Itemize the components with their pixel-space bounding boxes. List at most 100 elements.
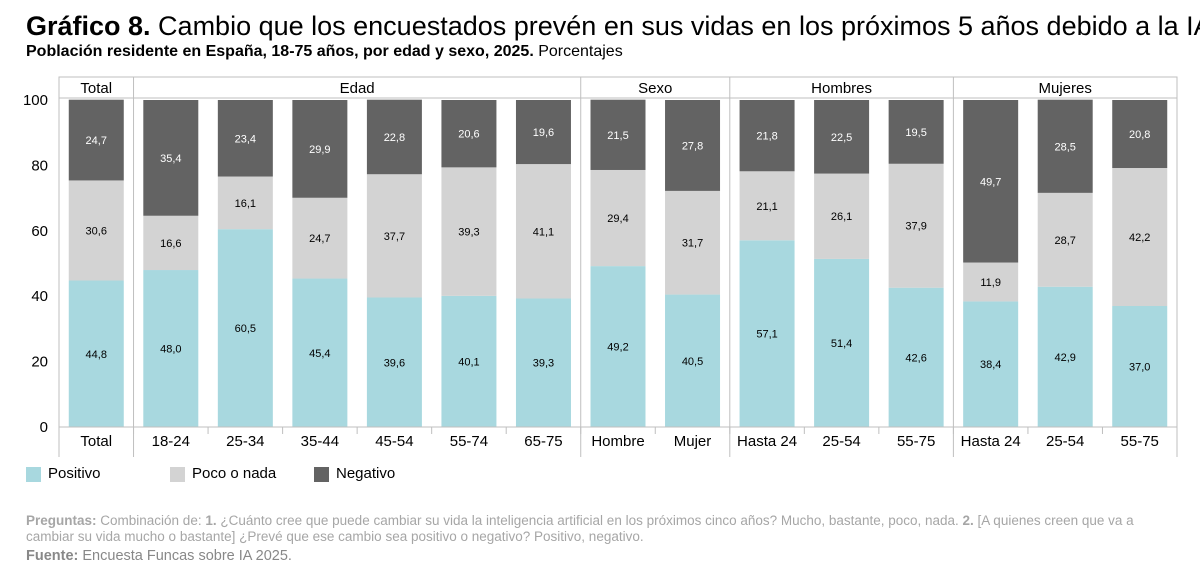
category-label-11: 55-75 [897,433,935,450]
category-label-2: 25-34 [226,433,264,450]
source-text: Encuesta Funcas sobre IA 2025. [78,548,292,564]
bar-poco-o-nada-9 [739,171,795,241]
bar-negativo-9 [739,100,795,172]
questions-text: Combinación de: [96,513,206,528]
title-prefix: Gráfico 8. [26,11,151,41]
group-label-hombres: Hombres [811,80,872,97]
category-label-3: 35-44 [301,433,339,450]
bar-negativo-0 [68,99,124,181]
subtitle-regular: Porcentajes [533,43,623,60]
data-label-poco-o-nada-1: 16,6 [160,238,181,250]
bar-poco-o-nada-10 [814,173,870,259]
legend-item-positivo: Positivo [26,464,101,484]
bar-positivo-2 [217,229,273,427]
bar-poco-o-nada-0 [68,180,124,281]
bar-negativo-4 [366,99,422,175]
legend-label-poco-o-nada: Poco o nada [192,465,277,482]
group-label-edad: Edad [340,80,375,97]
data-label-poco-o-nada-11: 37,9 [905,221,926,233]
data-label-poco-o-nada-9: 21,1 [756,201,777,213]
bar-negativo-13 [1037,99,1093,193]
data-label-negativo-3: 29,9 [309,144,330,156]
data-label-poco-o-nada-12: 11,9 [980,277,1001,289]
question-2-number: 2. [962,513,974,528]
data-label-positivo-0: 44,8 [86,349,107,361]
bar-poco-o-nada-4 [366,174,422,298]
data-label-positivo-4: 39,6 [384,357,405,369]
data-label-negativo-13: 28,5 [1054,141,1075,153]
question-1-number: 1. [205,513,217,528]
data-label-negativo-10: 22,5 [831,132,852,144]
bar-positivo-3 [292,278,348,427]
category-label-13: 25-54 [1046,433,1084,450]
bar-negativo-10 [814,100,870,174]
bar-positivo-6 [515,298,571,427]
category-label-5: 55-74 [450,433,488,450]
bar-negativo-8 [665,100,721,191]
legend-swatch-negativo [314,466,329,482]
data-label-negativo-6: 19,6 [533,127,554,139]
data-label-poco-o-nada-5: 39,3 [458,227,479,239]
bar-negativo-5 [441,100,497,168]
data-label-positivo-3: 45,4 [309,348,330,360]
bar-poco-o-nada-5 [441,167,497,296]
legend-label-negativo: Negativo [336,465,396,482]
bar-positivo-12 [963,301,1019,427]
data-label-positivo-13: 42,9 [1054,352,1075,364]
data-label-poco-o-nada-6: 41,1 [533,226,554,238]
bar-negativo-2 [217,100,273,177]
category-label-12: Hasta 24 [961,433,1021,450]
category-label-14: 55-75 [1121,433,1159,450]
data-label-positivo-10: 51,4 [831,338,852,350]
bar-positivo-7 [590,266,646,427]
data-label-positivo-12: 38,4 [980,359,1001,371]
category-label-4: 45-54 [375,433,413,450]
category-label-0: Total [80,433,112,450]
bar-poco-o-nada-1 [143,215,199,271]
data-label-negativo-4: 22,8 [384,132,405,144]
legend-item-negativo: Negativo [314,464,395,484]
bar-positivo-13 [1037,286,1093,427]
y-tick-label-60: 60 [31,223,48,240]
legend-item-poco-o-nada: Poco o nada [170,464,276,484]
bar-poco-o-nada-6 [515,164,571,299]
data-label-positivo-1: 48,0 [160,344,181,356]
legend-swatch-positivo [26,466,41,482]
questions-label: Preguntas: [26,513,97,528]
data-label-negativo-9: 21,8 [756,131,777,143]
questions-note: Preguntas: Combinación de: 1. ¿Cuánto cr… [26,513,1176,545]
y-tick-label-100: 100 [23,92,48,109]
bar-negativo-7 [590,99,646,170]
category-label-6: 65-75 [524,433,562,450]
bar-positivo-10 [814,258,870,427]
legend-swatch-poco-o-nada [170,466,185,482]
data-label-positivo-6: 39,3 [533,358,554,370]
data-label-poco-o-nada-10: 26,1 [831,211,852,223]
data-label-positivo-14: 37,0 [1129,362,1150,374]
group-label-mujeres: Mujeres [1039,80,1092,97]
data-label-negativo-11: 19,5 [905,127,926,139]
y-tick-label-40: 40 [31,288,48,305]
bar-poco-o-nada-8 [665,190,721,295]
data-label-negativo-7: 21,5 [607,130,628,142]
group-header-frame [58,76,1178,99]
bar-negativo-11 [888,100,944,164]
data-label-poco-o-nada-3: 24,7 [309,233,330,245]
y-tick-label-20: 20 [31,354,48,371]
bar-negativo-14 [1112,100,1168,169]
y-tick-label-0: 0 [40,419,48,436]
data-label-poco-o-nada-4: 37,7 [384,231,405,243]
data-label-negativo-12: 49,7 [980,176,1001,188]
bar-negativo-1 [143,100,199,216]
data-label-positivo-7: 49,2 [607,342,628,354]
group-label-total: Total [80,80,112,97]
category-label-10: 25-54 [822,433,860,450]
source-note: Fuente: Encuesta Funcas sobre IA 2025. [26,548,292,564]
bar-negativo-6 [515,100,571,165]
subtitle-bold: Población residente en España, 18-75 año… [26,43,534,60]
bar-poco-o-nada-12 [963,262,1019,302]
data-label-negativo-5: 20,6 [458,129,479,141]
data-label-positivo-11: 42,6 [905,352,926,364]
bar-positivo-9 [739,240,795,427]
bar-positivo-5 [441,295,497,427]
